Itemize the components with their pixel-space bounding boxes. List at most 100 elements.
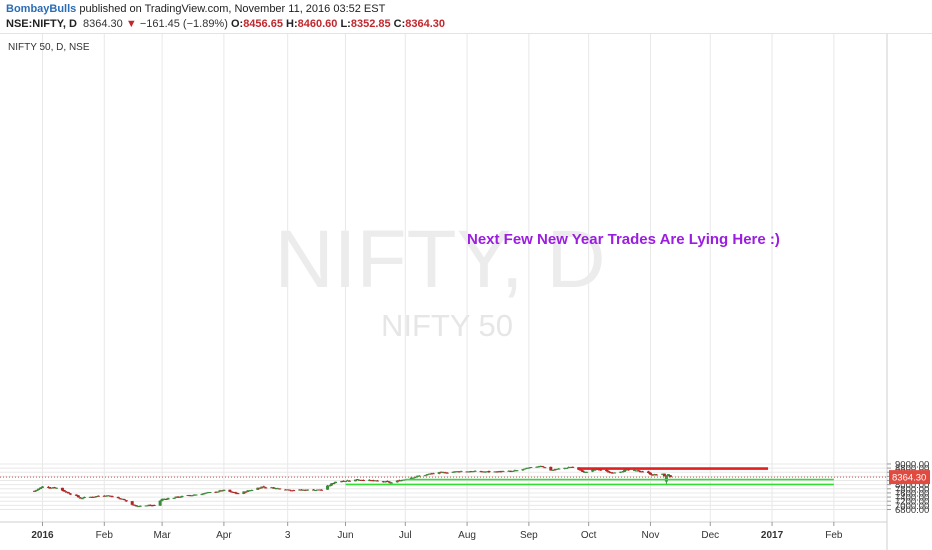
candle-body — [162, 498, 166, 500]
candle-body — [668, 475, 672, 478]
candle-body — [290, 490, 294, 492]
candle-body — [621, 471, 625, 473]
candle-body — [347, 480, 351, 482]
y-axis: 6800.007000.007200.007400.007600.007800.… — [886, 34, 932, 550]
candle-body — [166, 498, 170, 500]
candle-body — [367, 479, 371, 481]
author-link[interactable]: BombayBulls — [6, 3, 77, 15]
candle-body — [537, 466, 541, 468]
x-tick-label: 3 — [285, 530, 291, 541]
ohlc-line: NSE:NIFTY, D 8364.30 ▼ −161.45 (−1.89%) … — [6, 18, 445, 30]
candle-body — [557, 468, 561, 470]
candle-body — [172, 497, 176, 499]
y-tick-label: 6800.00 — [895, 505, 929, 516]
candle-body — [334, 481, 338, 484]
candle-body — [41, 486, 44, 488]
candle-body — [553, 469, 557, 471]
candle-body — [453, 471, 457, 473]
candle-body — [648, 472, 652, 475]
candle-body — [443, 472, 447, 474]
candle-body — [646, 471, 650, 473]
candle-body — [619, 471, 623, 473]
candle-body — [124, 500, 128, 502]
candle-body — [425, 474, 429, 476]
candle-body — [493, 471, 497, 473]
candle-body — [585, 471, 589, 473]
candle-body — [134, 505, 138, 507]
candle-body — [206, 492, 210, 494]
candle-body — [102, 495, 106, 497]
candle-body — [146, 505, 150, 507]
candle-body — [371, 480, 375, 482]
candle-body — [341, 480, 345, 482]
candle-body — [230, 491, 234, 493]
candle-body — [48, 487, 52, 489]
candle-body — [74, 494, 78, 496]
candle-body — [529, 467, 533, 469]
candle-body — [192, 494, 196, 496]
candle-body — [469, 471, 473, 473]
candle-body — [437, 472, 441, 474]
candle-body — [218, 490, 222, 492]
price-marker: 8364.30 — [0, 470, 930, 485]
y-tick-label: 7000.00 — [895, 501, 929, 512]
candle-body — [441, 472, 445, 474]
x-tick-label: Jul — [399, 530, 412, 541]
candle-body — [662, 473, 666, 477]
candle-body — [312, 489, 316, 491]
x-tick-label: Mar — [153, 530, 171, 541]
candle-body — [178, 496, 182, 498]
candle-body — [563, 467, 567, 469]
candles — [33, 465, 672, 508]
candle-body — [90, 496, 94, 498]
x-tick-label: Nov — [642, 530, 660, 541]
candle-body — [164, 498, 168, 500]
candle-body — [108, 495, 112, 497]
candle-body — [411, 477, 415, 479]
candle-body — [381, 481, 385, 483]
y-tick-label: 7400.00 — [895, 493, 929, 504]
candle-body — [527, 467, 531, 469]
candle-body — [33, 490, 37, 492]
candle-body — [306, 489, 310, 491]
candle-body — [208, 492, 212, 494]
candle-body — [260, 486, 264, 489]
candle-body — [591, 469, 595, 472]
chart-symbol-label: NIFTY 50, D, NSE — [8, 42, 90, 53]
candle-body — [613, 472, 617, 474]
x-tick-label: Dec — [701, 530, 719, 541]
price-chart[interactable]: NIFTY, D NIFTY 50 6800.007000.007200.007… — [0, 34, 932, 550]
candle-body — [200, 494, 204, 496]
candle-body — [76, 495, 80, 498]
open-value: 8456.65 — [243, 18, 283, 30]
watermark-name: NIFTY 50 — [381, 308, 513, 343]
candle-body — [429, 473, 433, 475]
candle-body — [541, 466, 545, 468]
close-label: C: — [393, 18, 406, 30]
candle-body — [383, 481, 387, 483]
x-tick-label: Feb — [825, 530, 843, 541]
candle-body — [152, 504, 156, 506]
symbol-name: NSE:NIFTY, D — [6, 18, 77, 30]
candle-body — [326, 485, 330, 490]
candle-body — [431, 473, 435, 475]
y-tick-label: 8000.00 — [895, 480, 929, 491]
candle-body — [599, 469, 603, 471]
candle-body — [258, 487, 262, 489]
candle-body — [409, 477, 413, 480]
candle-body — [467, 471, 471, 473]
candle-body — [158, 500, 162, 506]
candle-body — [399, 480, 403, 482]
candle-body — [148, 504, 152, 506]
candle-body — [96, 495, 100, 497]
candle-body — [389, 482, 393, 484]
x-tick-label: Jun — [337, 530, 353, 541]
candle-body — [222, 489, 226, 491]
candle-body — [122, 499, 126, 501]
x-axis: 2016 Feb Mar Apr 3 Jun Jul Aug Sep Oct Nov Dec 2017 F… — [0, 521, 887, 541]
x-tick-label: Oct — [581, 530, 597, 541]
close-value: 8364.30 — [405, 18, 446, 30]
candle-body — [535, 466, 539, 468]
candle-body — [52, 487, 56, 489]
candle-body — [625, 469, 629, 471]
